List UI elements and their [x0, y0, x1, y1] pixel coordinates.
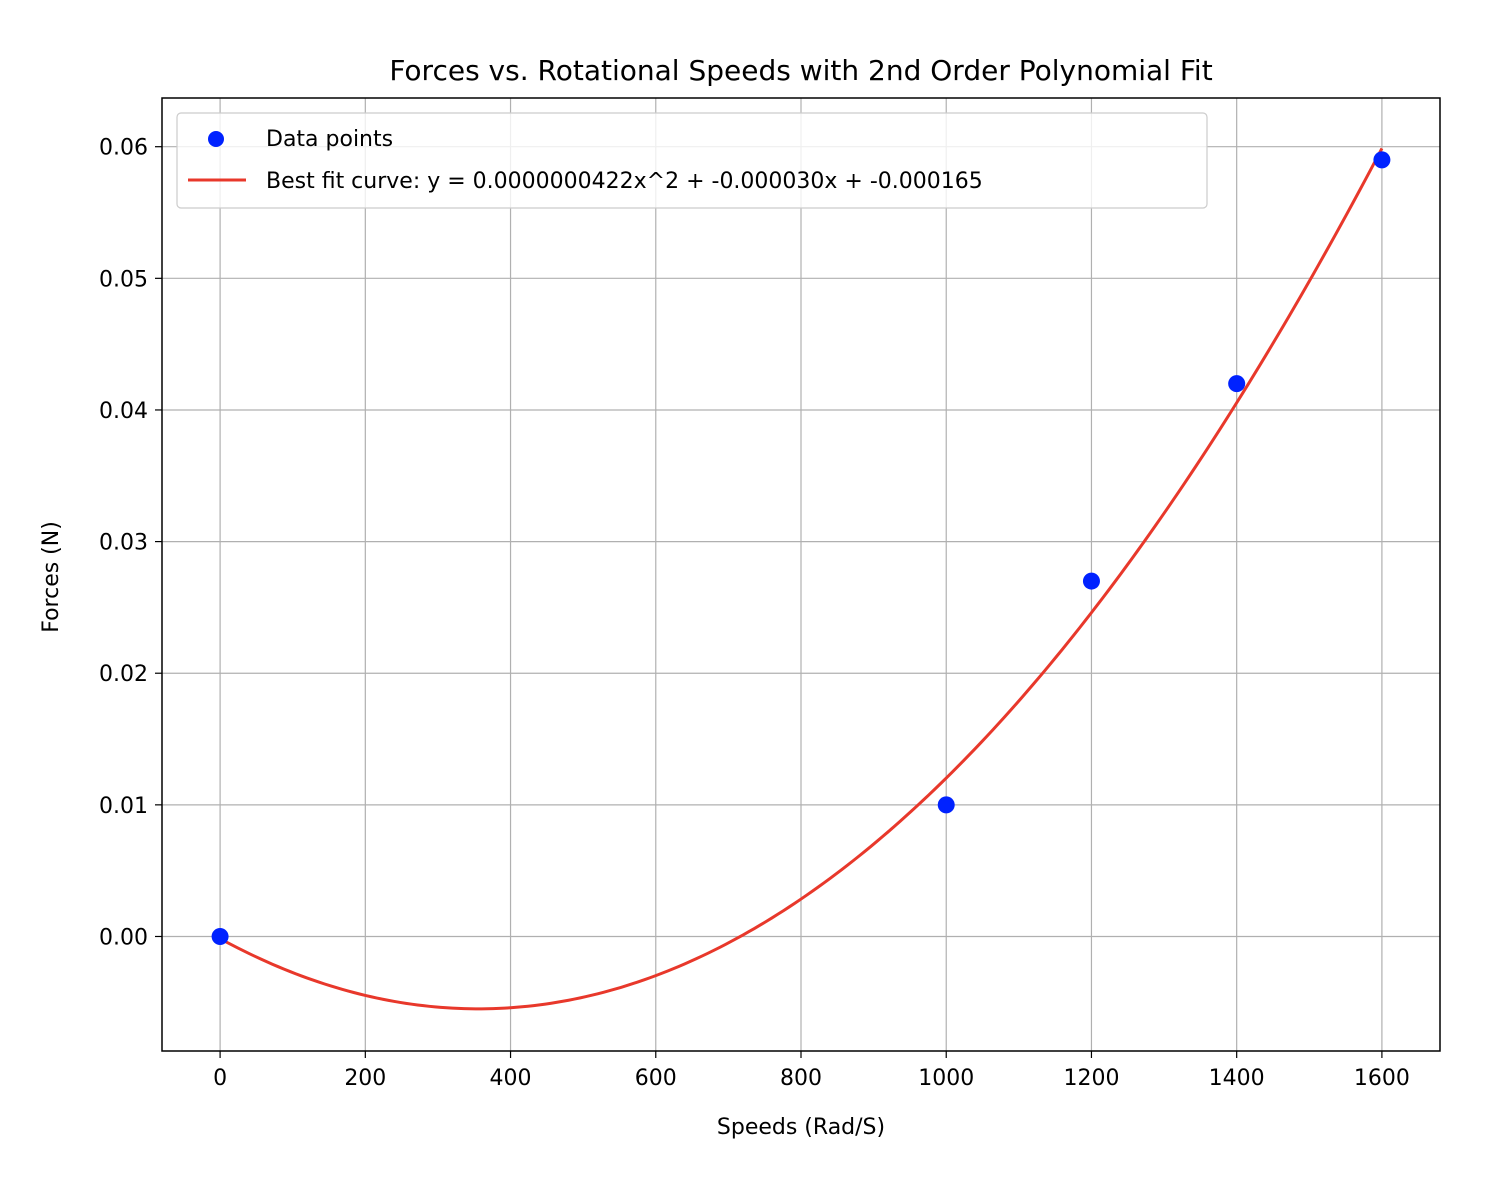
y-tick-label: 0.03	[99, 531, 148, 556]
curve-layer	[219, 147, 1384, 1011]
x-tick-label: 0	[213, 1066, 227, 1091]
data-point	[211, 927, 229, 945]
data-point	[937, 796, 955, 814]
x-tick-label: 1000	[918, 1066, 974, 1091]
x-tick-label: 200	[344, 1066, 386, 1091]
y-tick-label: 0.01	[99, 794, 148, 819]
legend-label-data-points: Data points	[266, 127, 393, 152]
y-tick-label: 0.02	[99, 662, 148, 687]
x-axis-ticks: 0 200 400 600 800 1000 1200 1400 1600	[213, 1051, 1410, 1091]
x-tick-label: 1600	[1354, 1066, 1410, 1091]
x-axis-label: Speeds (Rad/S)	[717, 1115, 885, 1140]
y-tick-label: 0.05	[99, 267, 148, 292]
chart-title: Forces vs. Rotational Speeds with 2nd Or…	[389, 54, 1212, 87]
x-tick-label: 800	[780, 1066, 822, 1091]
x-tick-label: 400	[490, 1066, 532, 1091]
grid	[162, 98, 1440, 1051]
data-point	[1228, 375, 1246, 393]
points-layer	[211, 151, 1391, 945]
legend: Data points Best fit curve: y = 0.000000…	[176, 112, 1208, 209]
data-point	[1082, 572, 1100, 590]
y-tick-label: 0.00	[99, 925, 148, 950]
y-tick-label: 0.06	[99, 136, 148, 161]
legend-marker-data-points	[208, 131, 224, 147]
x-tick-label: 1200	[1063, 1066, 1119, 1091]
legend-box	[176, 112, 1208, 209]
y-axis-ticks: 0.00 0.01 0.02 0.03 0.04 0.05 0.06	[99, 136, 162, 950]
legend-label-best-fit: Best fit curve: y = 0.0000000422x^2 + -0…	[266, 169, 983, 194]
data-point	[1373, 151, 1391, 169]
x-tick-label: 1400	[1209, 1066, 1265, 1091]
y-axis-label: Forces (N)	[39, 521, 64, 633]
x-tick-label: 600	[635, 1066, 677, 1091]
y-tick-label: 0.04	[99, 399, 148, 424]
best-fit-curve	[219, 147, 1384, 1011]
